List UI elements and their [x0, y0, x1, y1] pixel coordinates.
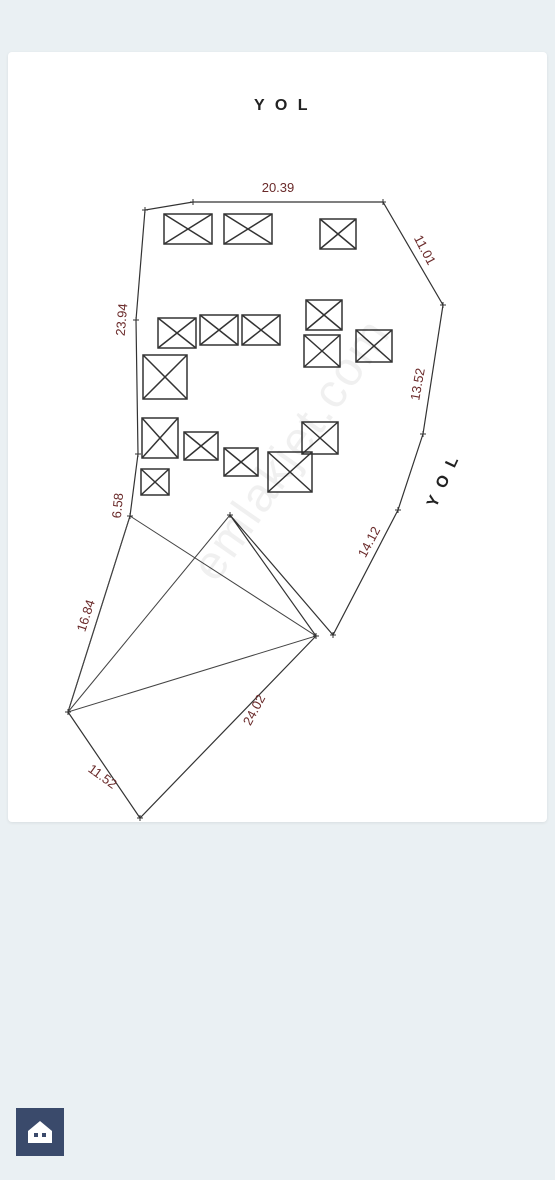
structure-box — [142, 418, 178, 458]
house-icon — [25, 1119, 55, 1145]
structure-box — [268, 452, 312, 492]
edge-dimension: 11.52 — [85, 761, 119, 792]
structure-box — [224, 448, 258, 476]
edge-dimension: 11.01 — [411, 232, 439, 267]
edge-dimension: 20.39 — [262, 180, 295, 195]
structure-box — [242, 315, 280, 345]
structure-box — [302, 422, 338, 454]
structure-box — [224, 214, 272, 244]
road-label-top: Y O L — [254, 97, 311, 115]
structure-box — [356, 330, 392, 362]
structure-box — [200, 315, 238, 345]
edge-dimension: 6.58 — [109, 492, 126, 519]
structure-box — [158, 318, 196, 348]
edge-dimension: 23.94 — [113, 303, 131, 337]
logo-badge — [16, 1108, 64, 1156]
edge-dimension: 13.52 — [407, 367, 427, 402]
structure-box — [184, 432, 218, 460]
structure-box — [143, 355, 187, 399]
structure-box — [164, 214, 212, 244]
structure-box — [320, 219, 356, 249]
edge-dimension: 14.12 — [355, 524, 384, 560]
structure-box — [306, 300, 342, 330]
interior-triangle — [68, 516, 316, 712]
structure-box — [304, 335, 340, 367]
structure-box — [141, 469, 169, 495]
plan-card: Y O L Y O L emlakjet.com 20.3911.0113.52… — [8, 52, 547, 822]
site-plan-svg: 20.3911.0113.5214.1224.022.5511.5216.846… — [8, 52, 547, 822]
